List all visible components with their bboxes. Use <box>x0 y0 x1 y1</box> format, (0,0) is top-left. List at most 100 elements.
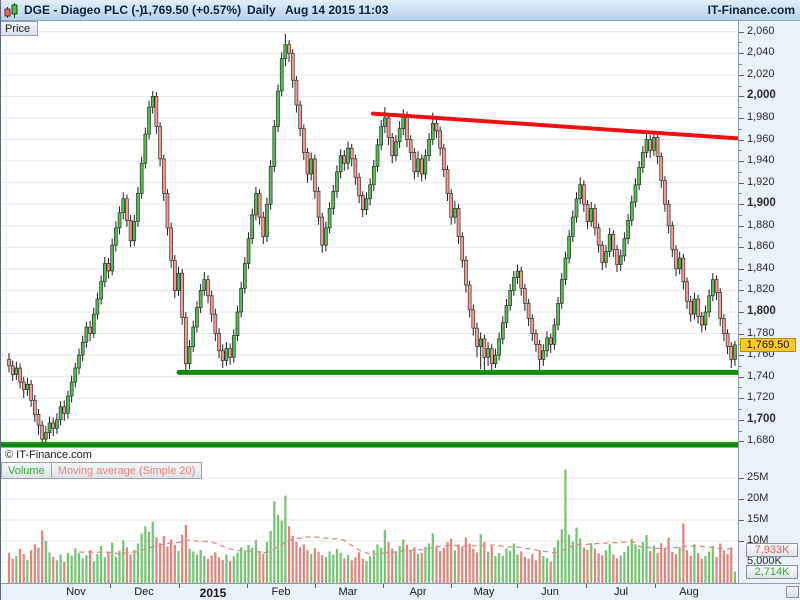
price-axis-minor-tick <box>739 236 742 238</box>
volume-bar <box>328 551 331 583</box>
volume-bar <box>601 555 604 583</box>
candle-down <box>674 249 678 270</box>
candle-up <box>132 221 137 242</box>
volume-bar <box>678 547 681 583</box>
candle-up <box>574 198 579 218</box>
candle-up <box>430 123 435 140</box>
candle-up <box>604 251 608 263</box>
candle-up <box>629 201 634 221</box>
volume-bar <box>608 544 611 583</box>
candle-up <box>578 184 582 200</box>
volume-bar <box>321 555 324 583</box>
month-label: Jun <box>541 586 559 598</box>
candle-up <box>187 346 192 365</box>
price-axis-label: 1,700 <box>747 412 776 425</box>
volume-bar <box>158 543 162 583</box>
volume-bar <box>254 540 257 583</box>
candle-up <box>279 58 284 92</box>
candle-down <box>320 216 325 246</box>
price-axis-label: 1,780 <box>747 326 775 339</box>
volume-bar <box>442 547 445 583</box>
candle-up <box>143 133 148 164</box>
candle-up <box>198 290 203 308</box>
price-axis-minor-tick <box>739 128 742 130</box>
price-chart-plot[interactable] <box>1 21 738 448</box>
candle-up <box>512 277 516 291</box>
volume-axis-label-5m: 5,000K <box>747 555 782 567</box>
candle-down <box>261 216 266 237</box>
volume-bar <box>52 556 55 583</box>
candle-down <box>663 180 667 205</box>
volume-bar <box>225 554 228 583</box>
candle-up <box>80 341 85 356</box>
volume-bar <box>553 547 556 583</box>
candle-down <box>360 195 365 210</box>
candle-up <box>637 167 641 186</box>
price-axis-minor-tick <box>739 214 742 216</box>
volume-bar <box>243 550 246 583</box>
candle-down <box>523 287 527 304</box>
price-axis-minor-tick <box>739 258 742 260</box>
volume-bar <box>251 547 254 583</box>
volume-bar <box>630 538 633 583</box>
price-axis-tick <box>739 419 744 421</box>
price-axis-label: 2,040 <box>747 46 775 59</box>
candle-up <box>372 166 376 186</box>
volume-bar <box>22 554 25 583</box>
corner-resize-box <box>786 586 799 598</box>
volume-bar <box>136 543 140 583</box>
candle-up <box>47 422 52 434</box>
volume-bar <box>59 554 62 583</box>
volume-bar <box>527 558 530 583</box>
candle-down <box>412 152 417 173</box>
candle-down <box>220 350 225 361</box>
candle-up <box>545 337 549 352</box>
candle-up <box>231 335 236 358</box>
volume-bar <box>593 548 597 583</box>
candle-up <box>95 298 100 315</box>
candle-down <box>405 115 409 140</box>
volume-bar <box>671 551 674 583</box>
candle-down <box>582 184 586 205</box>
candle-up <box>335 171 339 192</box>
volume-chart-plot[interactable] <box>1 462 738 583</box>
volume-bar <box>125 547 129 583</box>
volume-bar <box>306 550 309 583</box>
price-axis-tick <box>739 441 744 443</box>
last-price-tag: 1,769.50 <box>740 337 796 352</box>
volume-bar <box>232 556 235 583</box>
candle-down <box>681 257 686 283</box>
volume-bar <box>689 555 692 583</box>
candle-up <box>497 338 501 356</box>
volume-axis-tick <box>739 541 744 542</box>
candle-down <box>342 155 347 164</box>
volume-bar <box>144 526 147 583</box>
candle-up <box>44 432 48 440</box>
month-label: Dec <box>134 586 154 598</box>
volume-bar <box>483 541 486 583</box>
volume-bar <box>357 552 361 583</box>
candle-up <box>394 141 398 156</box>
volume-bar <box>147 531 151 583</box>
trendline-resistance[interactable] <box>371 111 738 141</box>
tab-moving-average[interactable]: Moving average (Simple 20) <box>51 462 203 479</box>
volume-tab-bar: Volume Moving average (Simple 20) <box>1 462 203 479</box>
candle-up <box>423 155 428 175</box>
candle-up <box>368 184 372 200</box>
volume-bar <box>542 556 545 583</box>
month-boundary-tick <box>655 584 656 588</box>
last-quote: 1,769.50 (+0.57%) <box>142 3 242 17</box>
volume-bar <box>55 560 59 583</box>
volume-bar <box>151 521 154 583</box>
tab-price[interactable]: Price <box>1 21 38 36</box>
volume-bar <box>262 554 265 583</box>
candle-up <box>383 117 387 127</box>
price-axis-tick <box>739 225 744 227</box>
candle-up <box>453 208 457 218</box>
candle-down <box>161 158 166 194</box>
candle-down <box>475 327 479 347</box>
tab-volume[interactable]: Volume <box>1 462 52 479</box>
volume-bar <box>398 546 401 583</box>
price-axis-minor-tick <box>739 365 742 367</box>
volume-bar <box>88 550 92 583</box>
